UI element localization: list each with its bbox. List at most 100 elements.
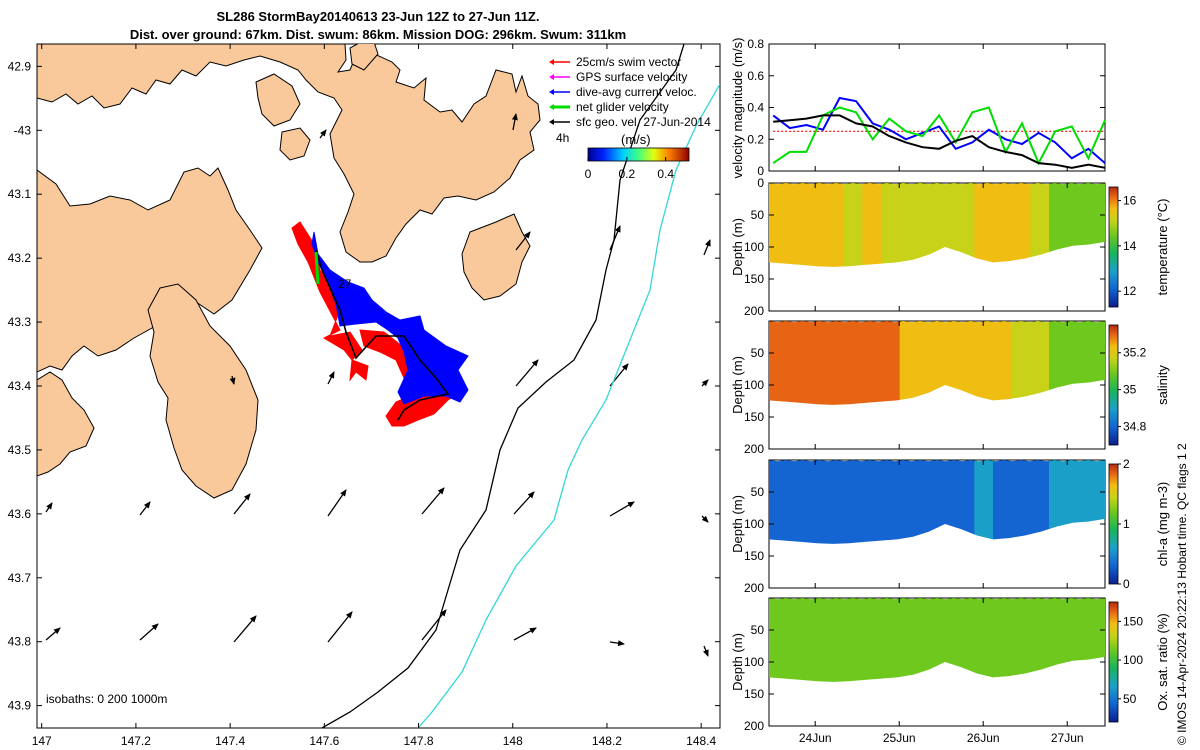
legend-item: sfc geo. vel. 27-Jun-2014 bbox=[549, 115, 711, 129]
section-cell bbox=[899, 598, 919, 682]
sfc-arrow bbox=[421, 487, 445, 515]
speed-colorbar: 4h (m/s) 0 0.2 0.4 bbox=[556, 131, 690, 181]
section-cell bbox=[843, 598, 863, 682]
depth-tick-label: 0 bbox=[757, 176, 764, 190]
land-west-coast bbox=[37, 167, 263, 373]
section-cell bbox=[1049, 460, 1069, 544]
legend-label: net glider velocity bbox=[576, 100, 669, 114]
sfc-arrow bbox=[703, 239, 711, 256]
legend-swatch-head bbox=[549, 74, 554, 80]
depth-tick-label: 150 bbox=[744, 549, 764, 563]
section-cell bbox=[881, 183, 901, 267]
map-y-tick-label: 43.7 bbox=[8, 571, 32, 585]
sfc-arrow bbox=[701, 379, 709, 387]
section-cell bbox=[787, 321, 807, 405]
section-colorbar-tick-label: 0 bbox=[1123, 577, 1130, 591]
sfc-arrow bbox=[609, 225, 621, 251]
map-x-tick-label: 147.6 bbox=[309, 734, 339, 748]
section-cell bbox=[955, 321, 975, 405]
map-y-tick-label: 43.5 bbox=[8, 443, 32, 457]
depth-tick-label: 100 bbox=[744, 655, 764, 669]
section-cell bbox=[769, 183, 789, 267]
depth-ylabel: Depth (m) bbox=[730, 633, 745, 691]
land-tasman-peninsula bbox=[461, 213, 531, 301]
time-tick-label: 24Jun bbox=[799, 731, 832, 745]
depth-tick-label: 200 bbox=[744, 719, 764, 733]
section-cell bbox=[974, 460, 994, 544]
section-cell bbox=[1011, 598, 1031, 682]
map-x-axis: 147 147.2 147.4 147.6 147.8 148 148.2 148.4 bbox=[32, 44, 716, 748]
speed-colorbar-gradient bbox=[587, 147, 690, 162]
map-y-tick-label: 43.2 bbox=[8, 251, 32, 265]
land-west-lower bbox=[37, 371, 95, 477]
isobaths-note: isobaths: 0 200 1000m bbox=[46, 692, 167, 706]
depth-tick-label: 50 bbox=[751, 623, 765, 637]
sfc-arrow bbox=[327, 489, 347, 517]
time-tick-label: 26Jun bbox=[967, 731, 1000, 745]
section-cell bbox=[862, 598, 882, 682]
depth-tick-label: 150 bbox=[744, 687, 764, 701]
isobath-200m bbox=[321, 44, 685, 728]
velocity-y-tick-label: 0.2 bbox=[747, 132, 764, 146]
sfc-arrow bbox=[233, 493, 251, 515]
section-colorbar-tick-label: 100 bbox=[1123, 653, 1143, 667]
section-cell bbox=[1030, 321, 1050, 405]
map-x-tick-label: 147.8 bbox=[404, 734, 434, 748]
legend-label: dive-avg current veloc. bbox=[576, 85, 697, 99]
section-colorbar-tick-label: 35.2 bbox=[1123, 346, 1147, 360]
depth-tick-label: 100 bbox=[744, 517, 764, 531]
section-colorbar-temperature bbox=[1108, 186, 1119, 308]
section-cell bbox=[974, 183, 994, 267]
section-cell bbox=[937, 321, 957, 405]
sfc-arrow bbox=[609, 501, 635, 517]
section-colorbar-tick-label: 2 bbox=[1123, 457, 1130, 471]
sfc-arrow bbox=[513, 491, 535, 515]
velocity-series-line bbox=[772, 96, 1106, 164]
section-cell bbox=[881, 460, 901, 544]
section-panel-oxygen: 50 100 150 200 Depth (m) 50 100 150 Ox. sat. rat… bbox=[730, 597, 1170, 733]
figure-title-line1: SL286 StormBay20140613 23-Jun 12Z to 27-… bbox=[217, 9, 540, 24]
section-cell bbox=[974, 598, 994, 682]
map-y-tick-label: 43.9 bbox=[8, 699, 32, 713]
sfc-arrow bbox=[319, 129, 327, 139]
land-north bbox=[37, 44, 541, 263]
speed-colorbar-ticks: 0 0.2 0.4 bbox=[585, 157, 674, 181]
section-cell bbox=[918, 598, 938, 682]
section-cell bbox=[825, 183, 845, 267]
velocity-series bbox=[772, 96, 1106, 169]
land-island-small-2 bbox=[279, 127, 311, 161]
section-cell bbox=[899, 183, 919, 267]
depth-tick-label: 50 bbox=[751, 208, 765, 222]
section-cell bbox=[918, 321, 938, 405]
map-y-tick-label: 42.9 bbox=[8, 59, 32, 73]
speed-colorbar-tick-label: 0 bbox=[585, 167, 592, 181]
sfc-arrow bbox=[515, 359, 539, 387]
section-cell bbox=[993, 598, 1013, 682]
section-colorbar-tick-label: 1 bbox=[1123, 517, 1130, 531]
section-colorbar-tick-label: 35 bbox=[1123, 383, 1137, 397]
map-y-tick-label: -43 bbox=[14, 123, 32, 137]
section-cell bbox=[1049, 598, 1069, 682]
sfc-arrow bbox=[609, 640, 625, 647]
map-x-tick-label: 147.4 bbox=[215, 734, 245, 748]
section-panel-salinity: 50 100 150 200 Depth (m) 34.8 35 35.2 salinity bbox=[730, 320, 1170, 456]
section-cell bbox=[806, 321, 826, 405]
map-y-tick-label: 43.8 bbox=[8, 635, 32, 649]
legend-item: dive-avg current veloc. bbox=[549, 85, 697, 99]
velocity-y-axis: 0 0.2 0.4 0.6 0.8 bbox=[747, 37, 1105, 178]
section-colorbar-tick-label: 14 bbox=[1123, 239, 1137, 253]
track-marker-label: 27 bbox=[338, 277, 352, 291]
section-colorbar-label: chl-a (mg m-3) bbox=[1155, 482, 1170, 567]
section-colorbar-label: salinity bbox=[1155, 365, 1170, 405]
section-cell bbox=[955, 460, 975, 544]
legend-swatch-head bbox=[549, 89, 554, 95]
map-y-tick-label: 43.1 bbox=[8, 187, 32, 201]
net-glider-velocity-vector bbox=[314, 251, 320, 285]
velocity-series-line bbox=[773, 114, 1106, 169]
depth-ylabel: Depth (m) bbox=[730, 218, 745, 276]
sfc-arrow bbox=[139, 501, 151, 516]
depth-tick-label: 100 bbox=[744, 240, 764, 254]
section-cell bbox=[1030, 460, 1050, 544]
